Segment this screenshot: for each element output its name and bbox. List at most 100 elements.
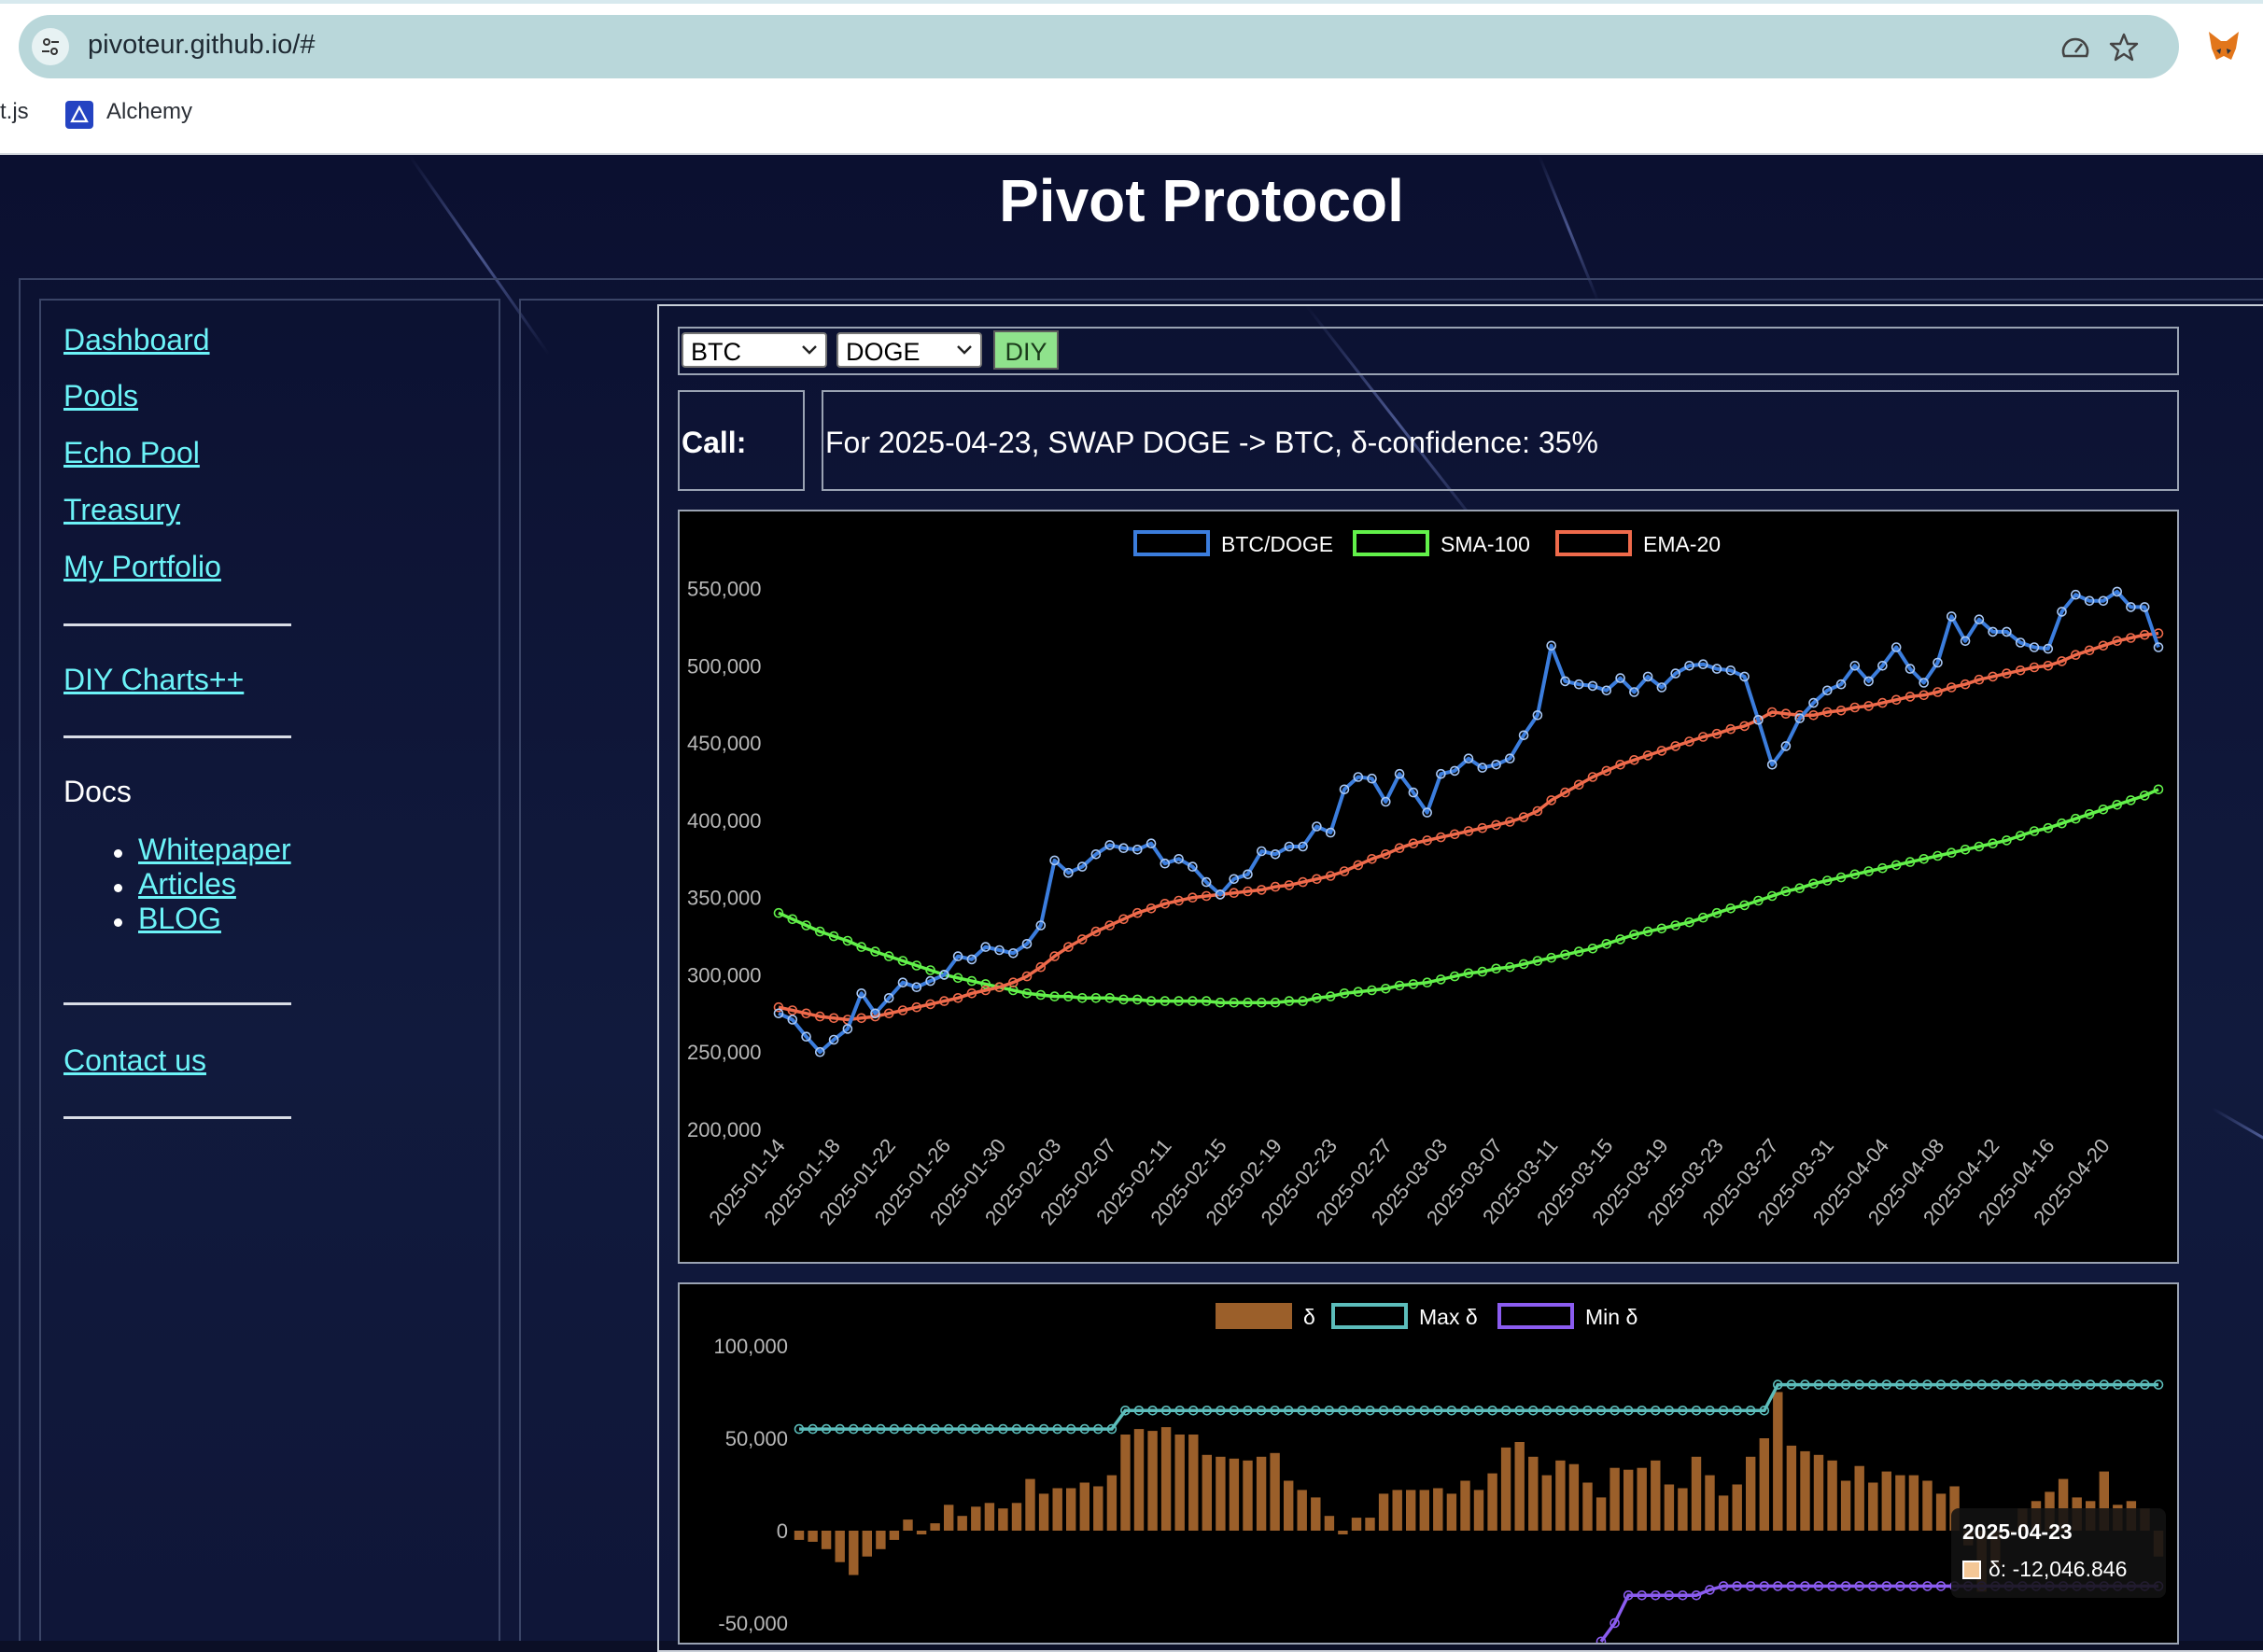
delta-bar[interactable] [1678,1489,1687,1532]
legend-label[interactable]: SMA-100 [1441,532,1530,556]
metamask-fox-icon[interactable] [2205,28,2242,65]
legend-swatch[interactable] [1217,1305,1290,1327]
delta-bar[interactable] [1202,1455,1212,1531]
bookmark-item[interactable]: Alchemy [106,99,192,125]
delta-bar[interactable] [1638,1468,1647,1531]
delta-bar[interactable] [890,1531,899,1540]
tune-icon[interactable] [32,28,69,65]
legend-swatch[interactable] [1333,1305,1406,1327]
delta-bar[interactable] [1651,1461,1660,1531]
delta-bar[interactable] [971,1506,980,1531]
delta-bar[interactable] [998,1508,1007,1531]
delta-bar[interactable] [1841,1481,1850,1532]
delta-bar[interactable] [1039,1493,1048,1531]
legend-swatch[interactable] [1355,532,1427,554]
price-chart-canvas[interactable]: 550,000500,000450,000400,000350,000300,0… [680,511,2177,1262]
delta-bar[interactable] [1175,1435,1185,1531]
delta-bar[interactable] [1609,1468,1619,1531]
delta-bar[interactable] [1855,1466,1864,1531]
legend-swatch[interactable] [1557,532,1630,554]
delta-bar[interactable] [1542,1476,1552,1531]
delta-bar[interactable] [836,1531,845,1562]
delta-bar[interactable] [1800,1451,1809,1531]
delta-bar[interactable] [1393,1490,1402,1531]
delta-bar[interactable] [1705,1476,1714,1531]
delta-bar[interactable] [1365,1518,1374,1531]
delta-bar[interactable] [1134,1429,1144,1531]
delta-bar[interactable] [1188,1435,1198,1531]
nav-link-diy-charts[interactable]: DIY Charts++ [63,663,244,697]
delta-bar[interactable] [794,1531,804,1540]
docs-link-blog[interactable]: BLOG [138,902,221,936]
delta-bar[interactable] [1216,1457,1225,1531]
delta-bar[interactable] [1569,1464,1579,1531]
delta-bar[interactable] [1080,1483,1089,1532]
delta-bar[interactable] [1895,1476,1905,1531]
speedometer-icon[interactable] [2059,32,2091,63]
delta-bar[interactable] [1922,1481,1932,1532]
docs-link-whitepaper[interactable]: Whitepaper [138,833,291,867]
nav-link-echo-pool[interactable]: Echo Pool [63,436,200,470]
delta-bar[interactable] [985,1503,994,1531]
bookmark-item[interactable]: t.js [0,99,29,125]
quote-token-select[interactable]: DOGE [836,332,982,368]
delta-bar[interactable] [1528,1457,1538,1531]
base-token-select[interactable]: BTC [682,332,827,368]
legend-label[interactable]: BTC/DOGE [1221,532,1333,556]
delta-bar[interactable] [1420,1490,1429,1531]
delta-bar[interactable] [1760,1438,1769,1531]
delta-bar[interactable] [1053,1489,1062,1532]
delta-bar[interactable] [1025,1479,1034,1531]
delta-bar[interactable] [917,1531,926,1534]
delta-bar[interactable] [944,1505,953,1531]
delta-bar[interactable] [1338,1531,1347,1534]
delta-bar[interactable] [1352,1518,1361,1531]
delta-bar[interactable] [1012,1503,1021,1531]
delta-bar[interactable] [1501,1448,1511,1531]
delta-bar[interactable] [1284,1481,1293,1532]
delta-bar[interactable] [1814,1455,1823,1531]
delta-bar[interactable] [849,1531,858,1575]
legend-label[interactable]: Min δ [1585,1305,1638,1329]
delta-bar[interactable] [1665,1485,1674,1532]
url-text[interactable]: pivoteur.github.io/# [88,30,315,61]
delta-bar[interactable] [1596,1497,1606,1531]
docs-link-articles[interactable]: Articles [138,867,236,902]
delta-bar[interactable] [930,1523,939,1531]
delta-bar[interactable] [808,1531,817,1542]
legend-swatch[interactable] [1499,1305,1572,1327]
delta-bar[interactable] [1447,1493,1456,1531]
delta-bar[interactable] [822,1531,831,1549]
delta-bar[interactable] [1311,1497,1320,1531]
nav-link-pools[interactable]: Pools [63,379,138,413]
nav-link-treasury[interactable]: Treasury [63,493,180,527]
delta-bar[interactable] [1868,1483,1877,1532]
delta-bar[interactable] [1093,1487,1103,1532]
delta-bar[interactable] [1555,1461,1565,1531]
address-bar[interactable]: pivoteur.github.io/# [19,15,2179,78]
delta-bar[interactable] [1066,1489,1075,1532]
delta-bar[interactable] [1325,1516,1334,1531]
delta-bar[interactable] [1161,1427,1171,1531]
delta-bar[interactable] [1827,1461,1836,1531]
delta-bar[interactable] [958,1516,967,1531]
delta-bar[interactable] [1936,1493,1946,1531]
nav-link-contact-us[interactable]: Contact us [63,1043,206,1078]
nav-link-my-portfolio[interactable]: My Portfolio [63,550,221,584]
delta-bar[interactable] [1692,1457,1701,1531]
delta-bar[interactable] [1787,1446,1796,1531]
delta-bar[interactable] [1623,1470,1633,1531]
nav-link-dashboard[interactable]: Dashboard [63,323,210,357]
legend-label[interactable]: EMA-20 [1643,532,1721,556]
legend-swatch[interactable] [1135,532,1208,554]
delta-bar[interactable] [1257,1457,1266,1531]
delta-bar[interactable] [1379,1493,1388,1531]
delta-bar[interactable] [1243,1461,1252,1531]
delta-bar[interactable] [1909,1476,1919,1531]
legend-label[interactable]: δ [1303,1305,1315,1329]
delta-bar[interactable] [1433,1489,1442,1532]
legend-label[interactable]: Max δ [1419,1305,1478,1329]
delta-bar[interactable] [903,1519,912,1531]
star-icon[interactable] [2108,32,2140,63]
